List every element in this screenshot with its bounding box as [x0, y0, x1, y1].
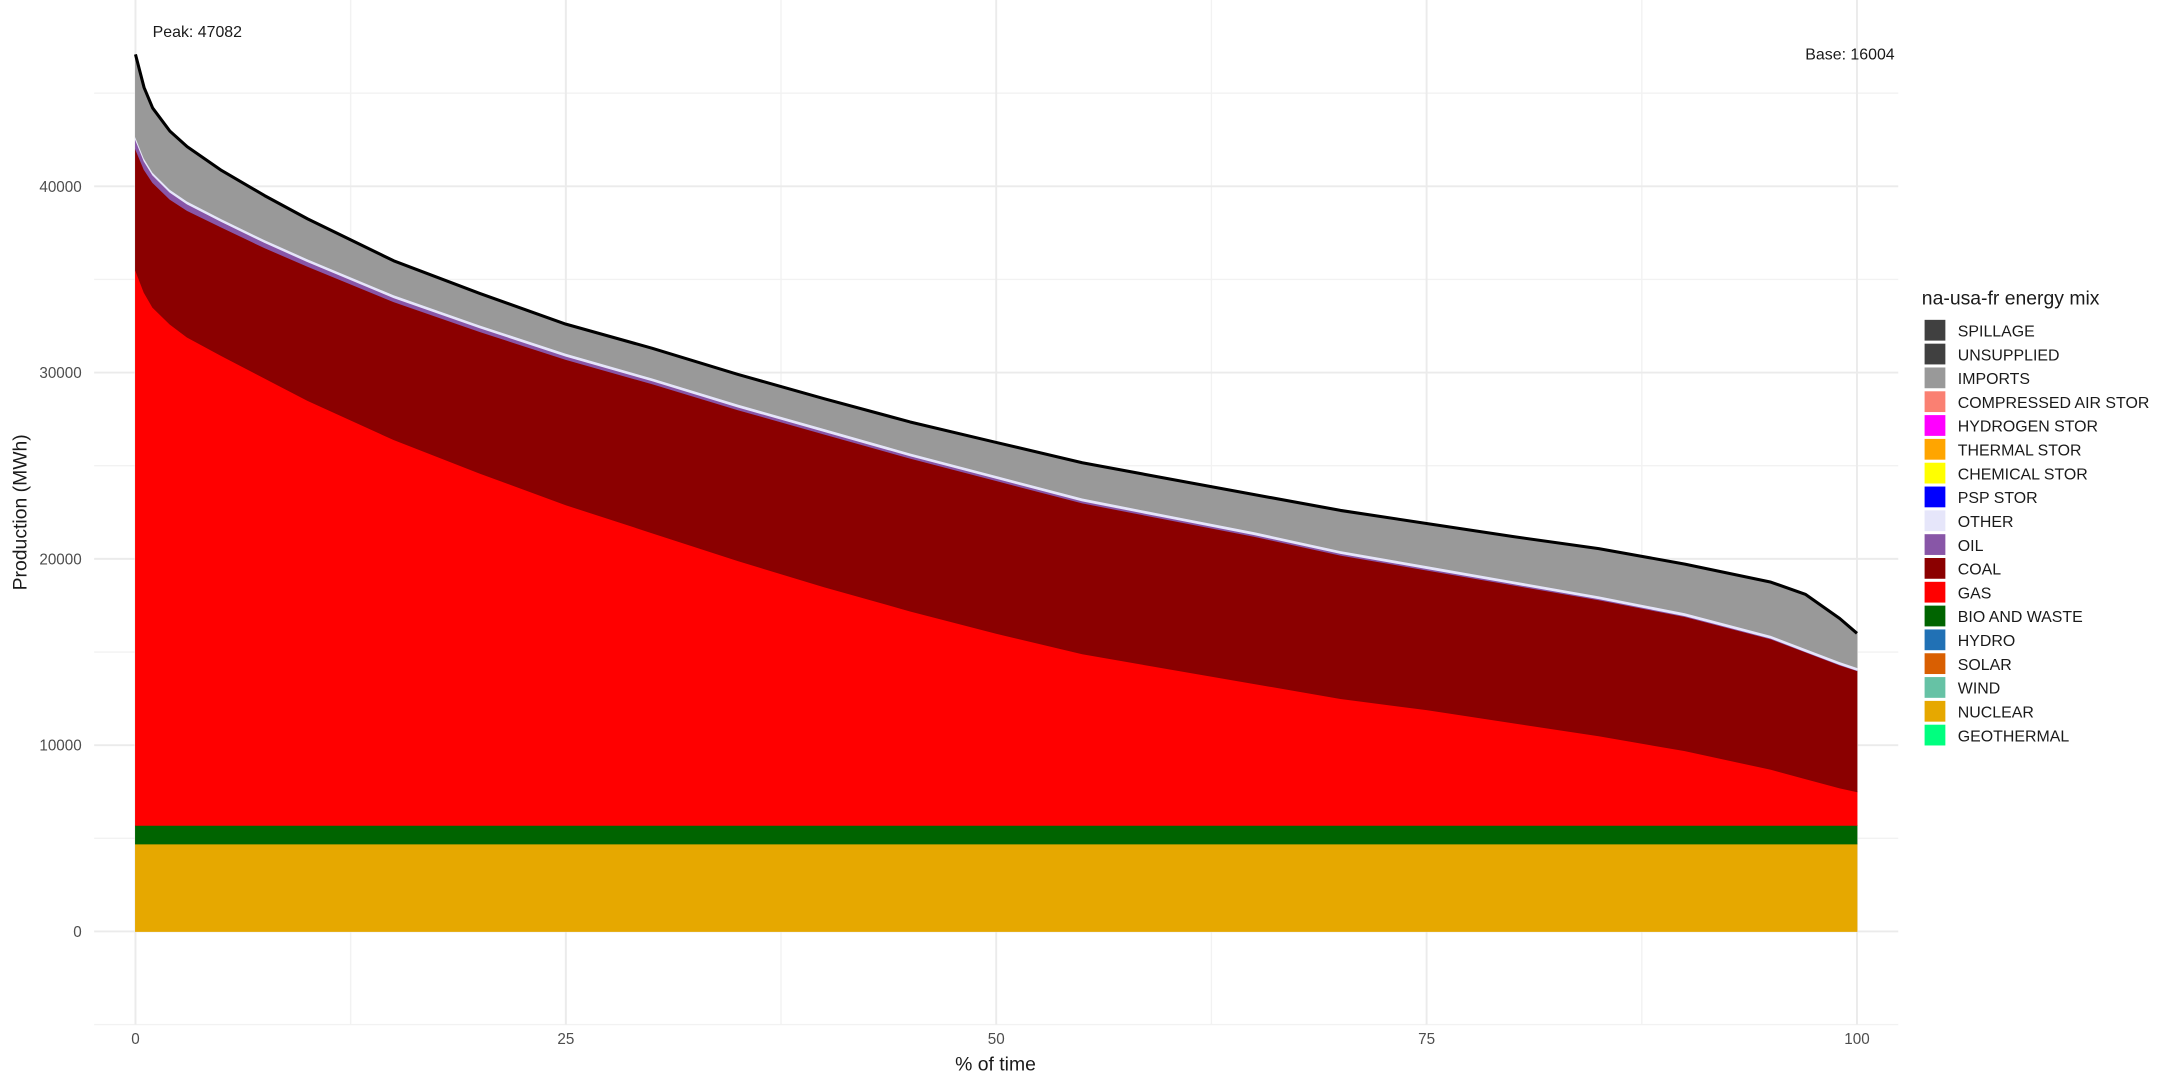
- y-axis-ticks: 0 10000 20000 30000 40000: [39, 179, 81, 941]
- legend-item: GEOTHERMAL: [1924, 724, 2070, 746]
- legend-swatch: [1924, 557, 1946, 579]
- legend-label: UNSUPPLIED: [1958, 347, 2060, 364]
- legend-item: HYDRO: [1924, 629, 2015, 651]
- legend-swatch: [1924, 653, 1946, 675]
- legend-label: WIND: [1958, 681, 2000, 698]
- legend-item: HYDROGEN STOR: [1924, 415, 2098, 436]
- legend-item: SOLAR: [1924, 653, 2012, 675]
- base-annotation: Base: 16004: [1805, 47, 1894, 64]
- y-tick-label: 20000: [39, 551, 81, 568]
- legend-label: GEOTHERMAL: [1958, 728, 2070, 745]
- legend-label: IMPORTS: [1958, 371, 2030, 388]
- legend-item: COMPRESSED AIR STOR: [1924, 391, 2150, 413]
- legend-label: SOLAR: [1958, 657, 2012, 674]
- peak-annotation: Peak: 47082: [153, 24, 242, 41]
- legend-item: OIL: [1924, 534, 1984, 555]
- x-tick-label: 50: [988, 1031, 1005, 1048]
- legend-swatch: [1924, 605, 1946, 627]
- x-axis-ticks: 0 25 50 75 100: [131, 1031, 1869, 1048]
- legend-label: CHEMICAL STOR: [1958, 466, 2088, 483]
- legend-items: SPILLAGE UNSUPPLIED IMPORTS COMPRESSED AIR …: [1924, 319, 2150, 746]
- legend-swatch: [1924, 462, 1946, 484]
- legend-item: GAS: [1924, 581, 1992, 603]
- legend-label: OIL: [1958, 538, 1984, 555]
- legend-swatch: [1924, 677, 1946, 698]
- x-tick-label: 0: [131, 1031, 139, 1048]
- legend-label: GAS: [1958, 585, 1992, 602]
- y-axis-title: Production (MWh): [9, 434, 31, 590]
- legend-item: COAL: [1924, 557, 2001, 579]
- legend-label: BIO AND WASTE: [1958, 609, 2083, 626]
- stacked-areas: [135, 54, 1858, 932]
- area-bio-and-waste: [135, 824, 1858, 845]
- annotations: Peak: 47082 Base: 16004: [153, 24, 1895, 63]
- x-tick-label: 100: [1844, 1031, 1869, 1048]
- legend-item: BIO AND WASTE: [1924, 605, 2083, 627]
- x-tick-label: 75: [1418, 1031, 1435, 1048]
- legend-swatch: [1924, 438, 1946, 460]
- total-line-group: [133, 53, 1858, 635]
- legend-item: SPILLAGE: [1924, 319, 2035, 341]
- legend-title: na-usa-fr energy mix: [1922, 288, 2100, 310]
- legend-swatch: [1924, 629, 1946, 651]
- legend-label: COAL: [1958, 562, 2001, 579]
- legend-item: PSP STOR: [1924, 486, 2038, 508]
- legend-swatch: [1924, 510, 1946, 532]
- legend-item: IMPORTS: [1924, 367, 2030, 389]
- legend-swatch: [1924, 391, 1946, 413]
- legend-swatch: [1924, 700, 1946, 722]
- legend-item: NUCLEAR: [1924, 700, 2034, 722]
- legend-label: COMPRESSED AIR STOR: [1958, 395, 2150, 412]
- legend-item: WIND: [1924, 677, 2000, 698]
- legend-swatch: [1924, 415, 1946, 436]
- legend-swatch: [1924, 534, 1946, 555]
- legend-label: OTHER: [1958, 514, 2014, 531]
- legend-label: PSP STOR: [1958, 490, 2038, 507]
- x-tick-label: 25: [557, 1031, 574, 1048]
- legend-label: HYDRO: [1958, 633, 2015, 650]
- total-line: [133, 53, 1858, 635]
- y-tick-label: 30000: [39, 365, 81, 382]
- legend-swatch: [1924, 724, 1946, 746]
- legend-label: SPILLAGE: [1958, 323, 2035, 340]
- legend-item: THERMAL STOR: [1924, 438, 2082, 460]
- legend-swatch: [1924, 319, 1946, 341]
- legend-swatch: [1924, 343, 1946, 365]
- legend-label: HYDROGEN STOR: [1958, 419, 2098, 436]
- y-tick-label: 0: [73, 924, 81, 941]
- legend-item: OTHER: [1924, 510, 2014, 532]
- legend: na-usa-fr energy mix SPILLAGE UNSUPPLIED I…: [1922, 288, 2150, 746]
- legend-item: UNSUPPLIED: [1924, 343, 2060, 365]
- legend-swatch: [1924, 581, 1946, 603]
- legend-label: NUCLEAR: [1958, 704, 2034, 721]
- legend-label: THERMAL STOR: [1958, 443, 2082, 460]
- y-tick-label: 40000: [39, 179, 81, 196]
- y-tick-label: 10000: [39, 738, 81, 755]
- legend-swatch: [1924, 486, 1946, 508]
- x-axis-title: % of time: [955, 1053, 1036, 1075]
- legend-swatch: [1924, 367, 1946, 389]
- legend-item: CHEMICAL STOR: [1924, 462, 2088, 484]
- area-nuclear: [135, 843, 1858, 932]
